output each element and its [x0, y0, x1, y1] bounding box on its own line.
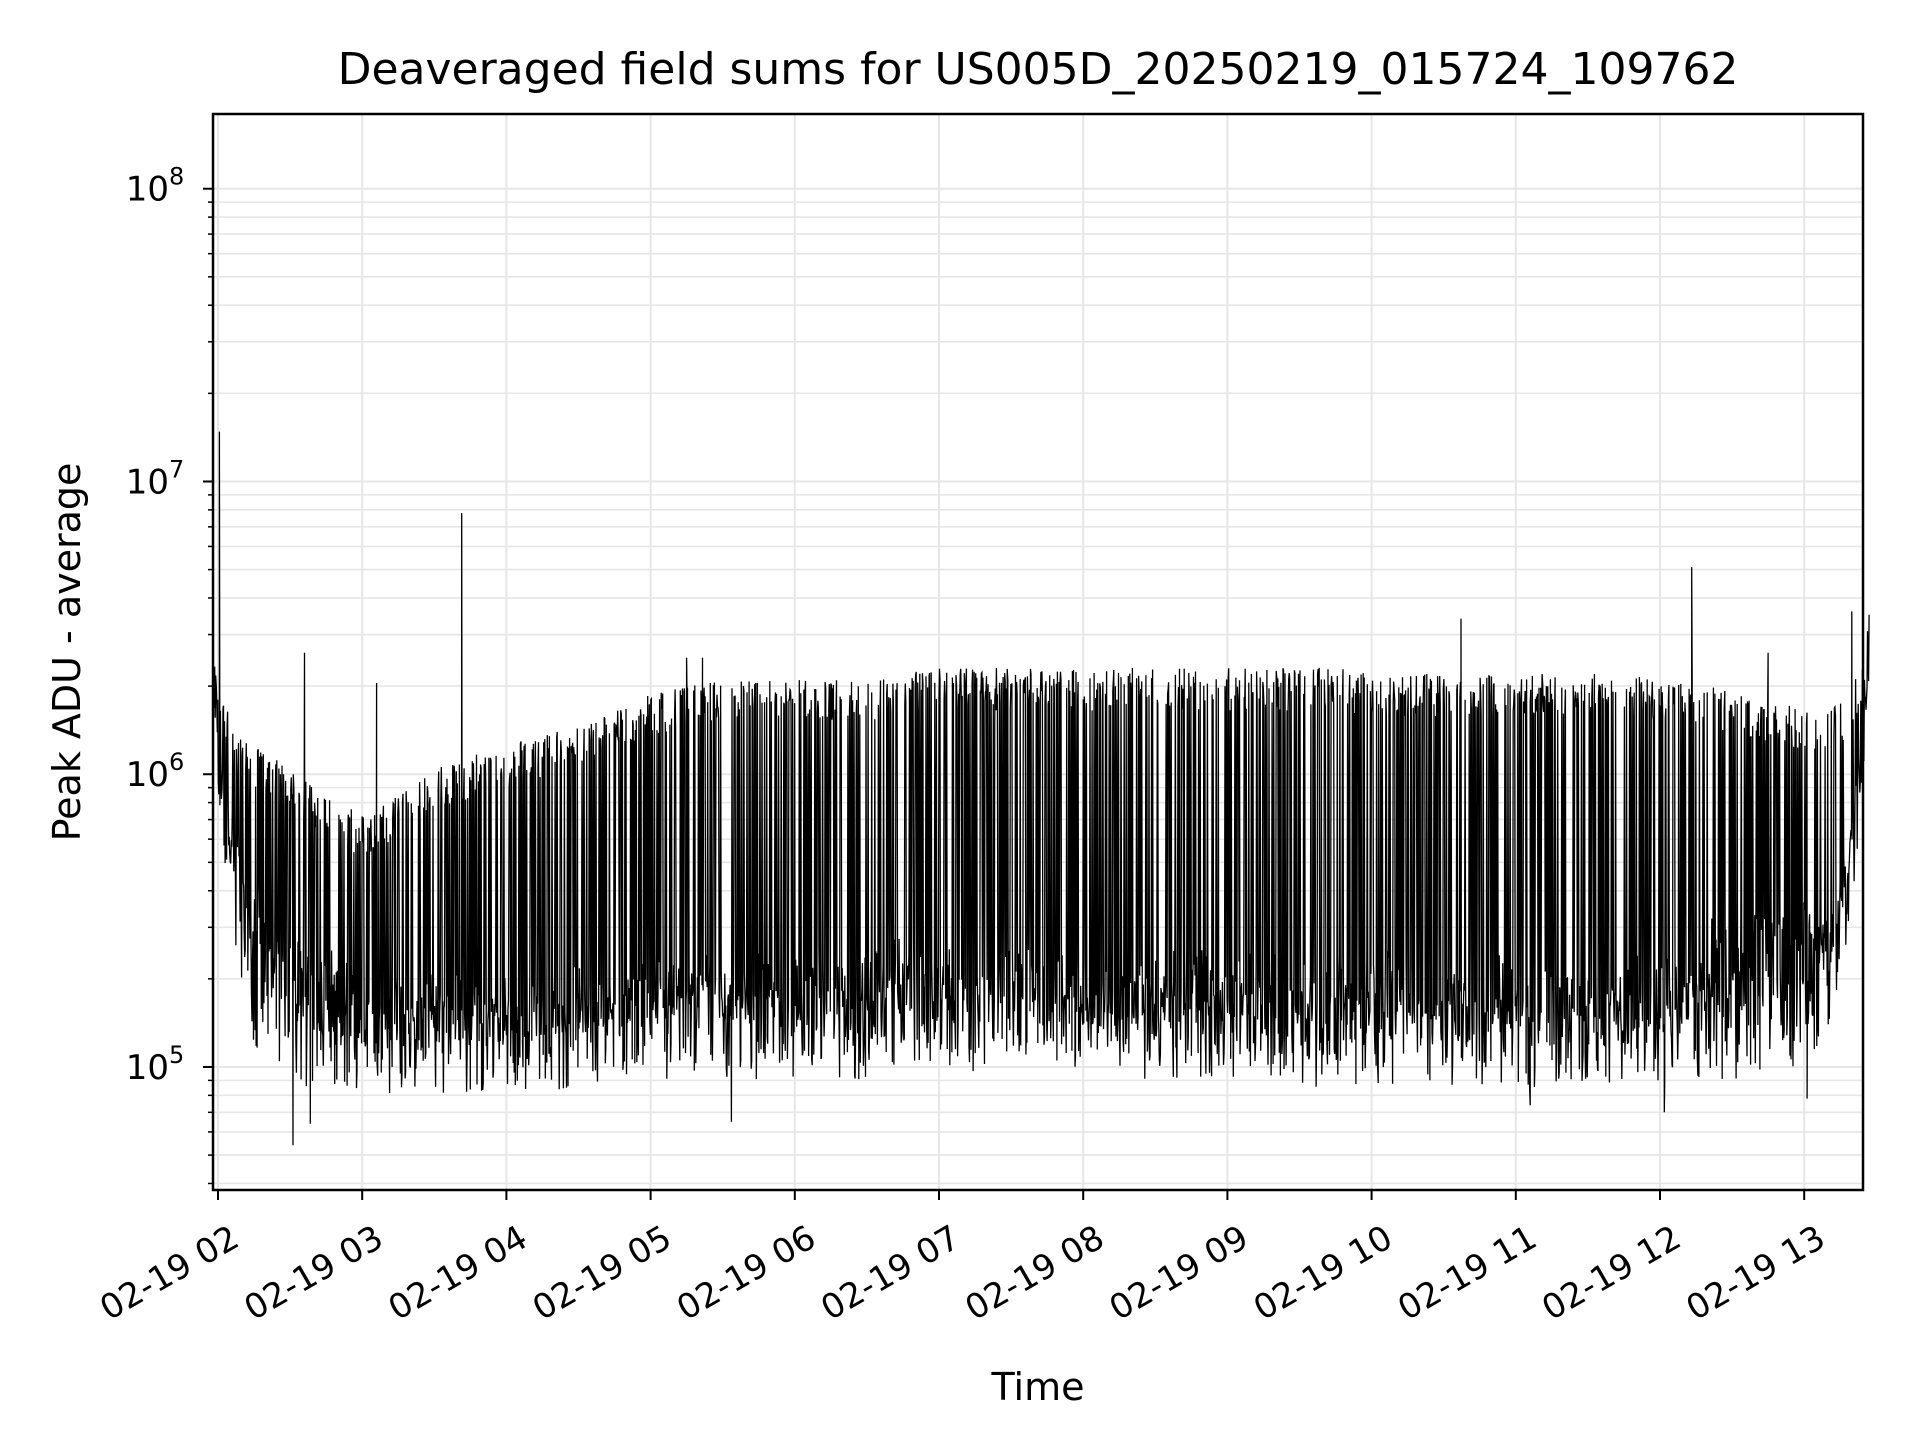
y-tick-label: 10 5 [126, 1041, 185, 1088]
y-tick-label: 10 8 [126, 163, 185, 210]
y-tick-base: 10 [126, 170, 169, 210]
y-axis-label: Peak ADU - average [45, 463, 89, 842]
y-tick-base: 10 [126, 462, 169, 502]
y-tick-exponent: 6 [169, 748, 184, 776]
y-tick-exponent: 8 [169, 163, 184, 191]
chart-title: Deaveraged field sums for US005D_2025021… [338, 44, 1739, 95]
y-tick-label: 10 7 [126, 455, 185, 502]
series-line [213, 431, 1870, 1146]
y-tick-base: 10 [126, 1048, 169, 1088]
x-axis-label: Time [991, 1365, 1085, 1409]
y-tick-base: 10 [126, 755, 169, 795]
y-tick-exponent: 5 [169, 1041, 184, 1069]
y-tick-exponent: 7 [169, 455, 184, 483]
data-series [213, 431, 1870, 1146]
y-tick-label: 10 6 [126, 748, 185, 795]
plot-frame [211, 112, 1865, 1192]
